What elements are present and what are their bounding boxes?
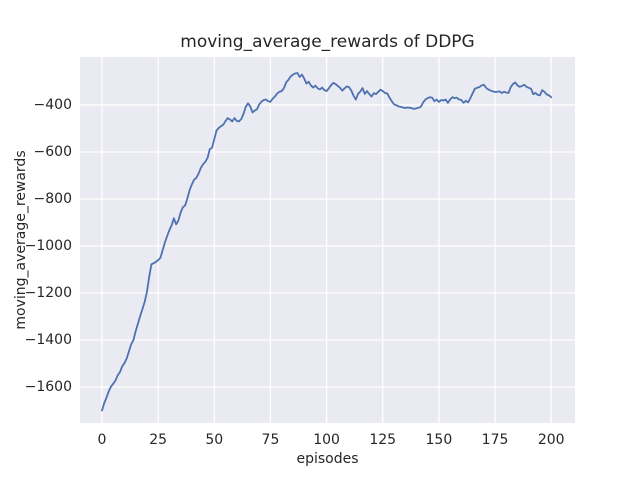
- x-tick-label: 50: [205, 432, 224, 448]
- x-axis-label: episodes: [296, 451, 359, 467]
- chart-canvas: [80, 57, 575, 423]
- x-tick-label: 175: [481, 432, 509, 448]
- grid-lines: [80, 57, 575, 423]
- y-tick-label: −1600: [24, 379, 72, 396]
- y-tick-label: −1200: [24, 285, 72, 301]
- x-tick-label: 125: [369, 432, 397, 448]
- x-tick-label: 200: [537, 432, 565, 448]
- y-tick-label: −800: [33, 190, 72, 207]
- x-tick-label: 150: [425, 432, 453, 448]
- x-tick-label: 75: [261, 432, 280, 448]
- x-tick-label: 100: [313, 432, 340, 448]
- y-tick-label: −400: [33, 96, 72, 113]
- y-tick-label: −600: [33, 143, 72, 160]
- x-tick-label: 0: [97, 432, 107, 448]
- y-tick-label: −1000: [24, 237, 72, 254]
- x-tick-label: 25: [149, 432, 168, 448]
- y-axis-ticks: −400 −600 −800 −1000 −1200 −1400 −1600: [0, 0, 72, 480]
- reward-line: [101, 72, 553, 412]
- y-tick-label: −1400: [24, 332, 72, 349]
- chart-title: moving_average_rewards of DDPG: [180, 32, 475, 52]
- plot-area: [80, 57, 575, 423]
